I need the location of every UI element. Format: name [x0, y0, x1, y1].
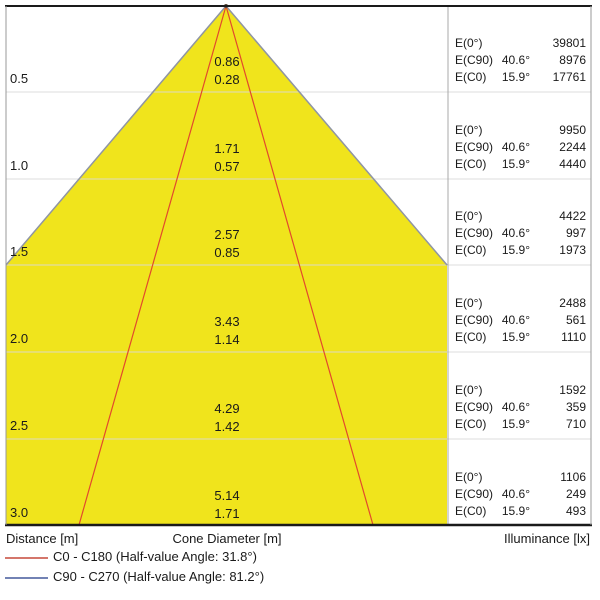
distance-label: 3.0 — [10, 505, 29, 520]
e0-label: E(0°) — [455, 296, 483, 310]
c0-cone-edges — [78, 5, 374, 526]
ec0-value: 493 — [565, 504, 586, 518]
legend-c90-label: C90 - C270 (Half-value Angle: 81.2°) — [53, 569, 265, 584]
cone-diameter-values: 2.57 0.85 — [167, 226, 287, 262]
ec0-value: 17761 — [552, 70, 586, 84]
e0-value: 2488 — [559, 296, 586, 310]
distance-label: 1.5 — [10, 244, 29, 259]
ec90-angle: 40.6° — [501, 226, 530, 240]
ec90-label: E(C90) — [455, 313, 494, 327]
cone-diameter-c90: 0.86 — [214, 54, 240, 69]
e0-value: 1592 — [559, 383, 586, 397]
ec0-value: 4440 — [559, 157, 586, 171]
ec90-angle: 40.6° — [501, 487, 530, 501]
ec0-label: E(C0) — [455, 330, 487, 344]
legend-c0-label: C0 - C180 (Half-value Angle: 31.8°) — [53, 549, 257, 564]
cone-diameter-c0: 1.71 — [214, 506, 240, 521]
cone-diameter-c90: 1.71 — [214, 141, 240, 156]
illuminance-block: E(0°) 9950 E(C90) 40.6° 2244 E(C0) 15.9° 4440 — [455, 122, 586, 173]
ec90-value: 2244 — [559, 140, 586, 154]
c90-cone-edges — [5, 5, 448, 266]
e0-label: E(0°) — [455, 470, 483, 484]
ec90-label: E(C90) — [455, 140, 494, 154]
cone-diameter-c0: 1.42 — [214, 419, 240, 434]
ec0-label: E(C0) — [455, 70, 487, 84]
ec0-angle: 15.9° — [501, 504, 530, 518]
illuminance-block: E(0°) 2488 E(C90) 40.6° 561 E(C0) 15.9° 1110 — [455, 295, 586, 346]
axis-label-illuminance: Illuminance [lx] — [504, 531, 590, 546]
ec0-label: E(C0) — [455, 157, 487, 171]
ec0-angle: 15.9° — [501, 330, 530, 344]
ec0-value: 710 — [565, 417, 586, 431]
ec0-value: 1973 — [559, 243, 586, 257]
ec0-value: 1110 — [561, 330, 586, 344]
axis-label-distance: Distance [m] — [6, 531, 79, 546]
distance-label: 2.5 — [10, 418, 29, 433]
ec90-label: E(C90) — [455, 400, 494, 414]
illuminance-block: E(0°) 4422 E(C90) 40.6° 997 E(C0) 15.9° 1973 — [455, 208, 586, 259]
ec90-angle: 40.6° — [501, 53, 530, 67]
e0-label: E(0°) — [455, 36, 483, 50]
ec0-angle: 15.9° — [501, 417, 530, 431]
cone-diameter-values: 1.71 0.57 — [167, 140, 287, 176]
cone-diameter-values: 3.43 1.14 — [167, 313, 287, 349]
e0-value: 9950 — [559, 123, 586, 137]
cone-diameter-values: 5.14 1.71 — [167, 487, 287, 523]
ec0-label: E(C0) — [455, 504, 487, 518]
ec0-angle: 15.9° — [501, 70, 530, 84]
e0-value: 39801 — [552, 36, 586, 50]
axis-label-cone-diameter: Cone Diameter [m] — [172, 531, 282, 546]
cone-diameter-c90: 5.14 — [214, 488, 240, 503]
cone-diameter-c90: 4.29 — [214, 401, 240, 416]
e0-label: E(0°) — [455, 209, 483, 223]
cone-diameter-values: 0.86 0.28 — [167, 53, 287, 89]
cone-diameter-c0: 0.57 — [214, 159, 240, 174]
plot-border — [5, 5, 592, 527]
ec90-angle: 40.6° — [501, 400, 530, 414]
cone-diameter-c90: 3.43 — [214, 314, 240, 329]
e0-label: E(0°) — [455, 383, 483, 397]
ec90-label: E(C90) — [455, 226, 494, 240]
cone-diameter-c0: 0.85 — [214, 245, 240, 260]
ec90-value: 8976 — [559, 53, 586, 67]
cone-diameter-c0: 0.28 — [214, 72, 240, 87]
c0-line-swatch-icon — [5, 557, 48, 559]
e0-value: 4422 — [559, 209, 586, 223]
ec90-value: 997 — [565, 226, 586, 240]
distance-label: 2.0 — [10, 331, 29, 346]
ec0-label: E(C0) — [455, 243, 487, 257]
cone-diameter-values: 4.29 1.42 — [167, 400, 287, 436]
ec0-angle: 15.9° — [501, 243, 530, 257]
ec90-angle: 40.6° — [501, 313, 530, 327]
illuminance-block: E(0°) 39801 E(C90) 40.6° 8976 E(C0) 15.9° 177… — [455, 35, 586, 86]
distance-label: 1.0 — [10, 158, 29, 173]
distance-label: 0.5 — [10, 71, 29, 86]
illuminance-block: E(0°) 1592 E(C90) 40.6° 359 E(C0) 15.9° 710 — [455, 382, 586, 433]
e0-value: 1106 — [560, 470, 586, 484]
ec90-label: E(C90) — [455, 487, 494, 501]
e0-label: E(0°) — [455, 123, 483, 137]
ec90-label: E(C90) — [455, 53, 494, 67]
illuminance-block: E(0°) 1106 E(C90) 40.6° 249 E(C0) 15.9° 493 — [455, 469, 586, 520]
ec90-value: 359 — [565, 400, 586, 414]
ec90-value: 561 — [565, 313, 586, 327]
cone-diameter-c0: 1.14 — [214, 332, 240, 347]
ec0-angle: 15.9° — [501, 157, 530, 171]
ec90-value: 249 — [565, 487, 586, 501]
ec0-label: E(C0) — [455, 417, 487, 431]
cone-diameter-c90: 2.57 — [214, 227, 240, 242]
c90-line-swatch-icon — [5, 577, 48, 579]
ec90-angle: 40.6° — [501, 140, 530, 154]
